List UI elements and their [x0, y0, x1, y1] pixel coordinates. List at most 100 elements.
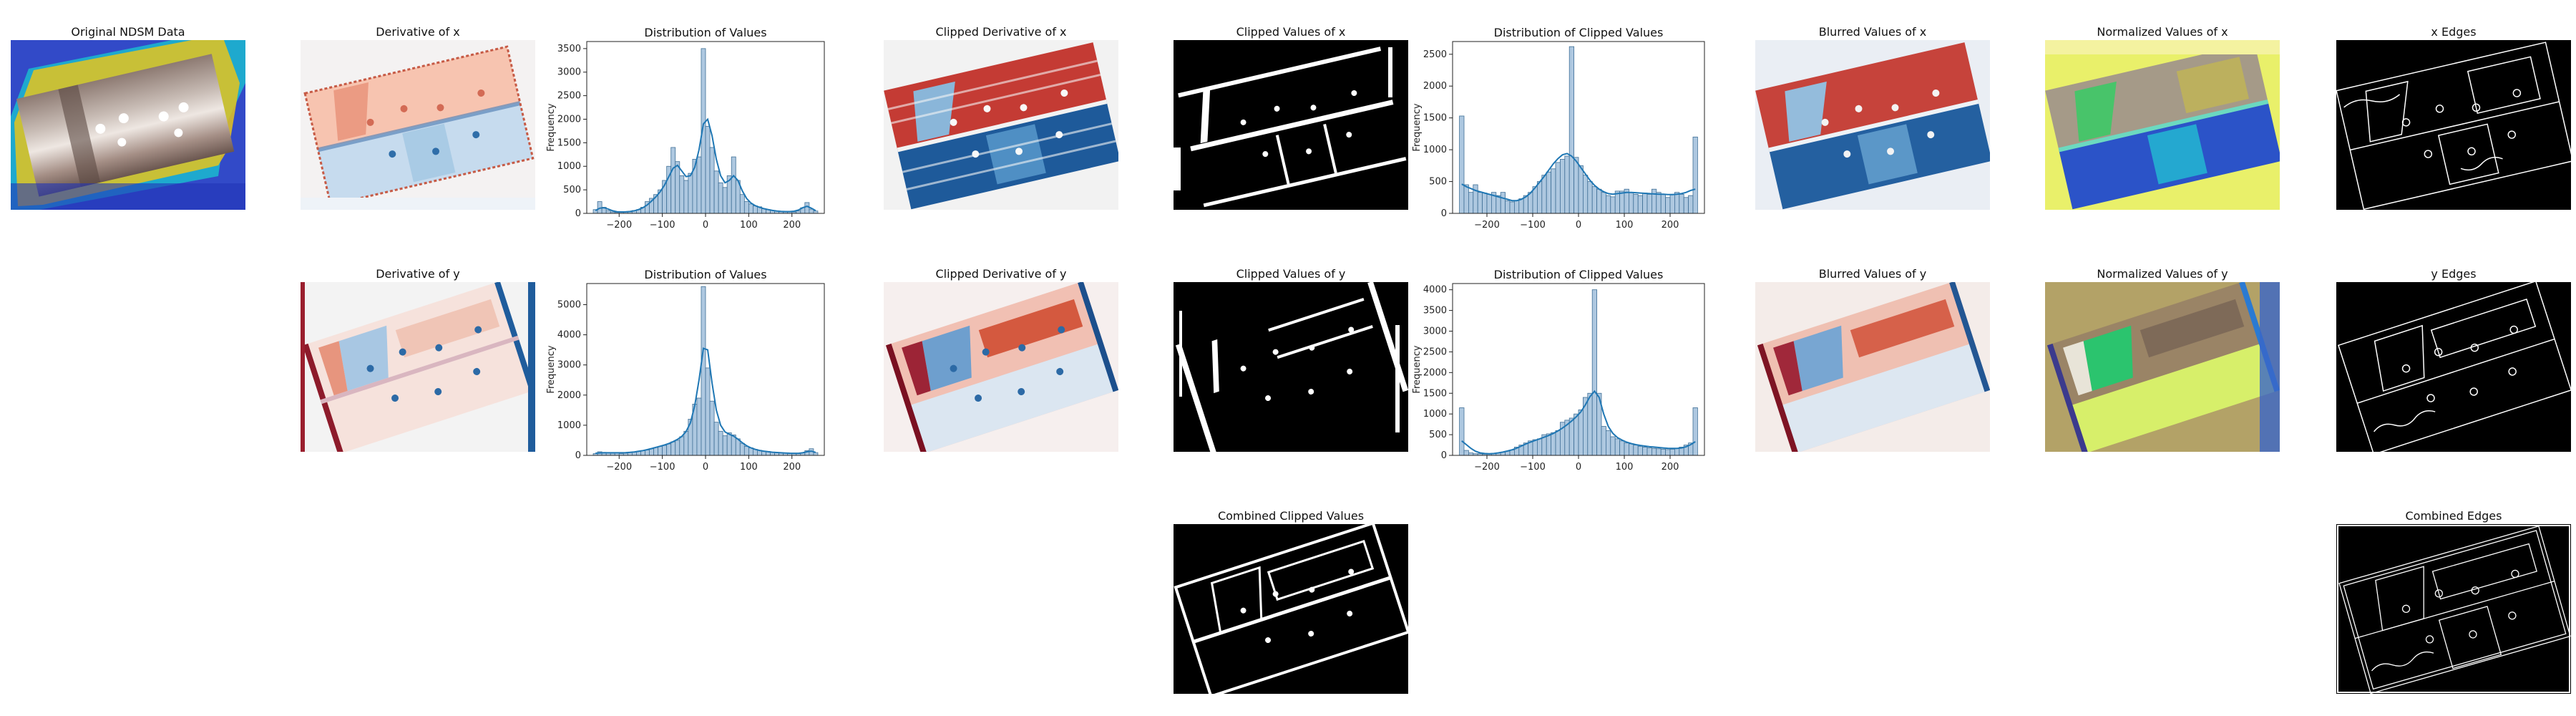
y-tick-label: 3000 — [1423, 326, 1447, 337]
y-tick-label: 500 — [1429, 430, 1447, 440]
panel-norm-y: Normalized Values of y — [2045, 267, 2280, 452]
y-tick-label: 3500 — [557, 44, 581, 54]
hist-bar — [722, 435, 728, 456]
hist-bar — [1463, 184, 1469, 214]
y-tick-label: 2500 — [1423, 347, 1447, 357]
y-tick-label: 3000 — [557, 360, 581, 371]
panel-title: Derivative of y — [376, 267, 460, 281]
hist-bar — [739, 194, 745, 214]
chart-title: Distribution of Clipped Values — [1494, 26, 1664, 39]
kde-line — [595, 117, 816, 213]
panel-combined-edges: Combined Edges — [2336, 509, 2571, 694]
x-tick-label: −200 — [1474, 462, 1500, 473]
hist-bar — [696, 397, 702, 456]
hist-bar — [1646, 193, 1652, 214]
hist-bar — [1528, 192, 1533, 214]
hist-bar — [1574, 413, 1579, 456]
x-tick-label: 200 — [1662, 220, 1679, 231]
hist-bar — [1463, 450, 1469, 456]
hist-bar — [1505, 200, 1511, 214]
y-tick-label: 0 — [1441, 208, 1447, 219]
hist-bar — [1509, 201, 1515, 214]
hist-bar — [1578, 409, 1584, 456]
hist-bar — [1591, 289, 1597, 456]
x-tick-label: 0 — [703, 462, 708, 473]
panel-combined-clip: Combined Clipped Values — [1174, 509, 1408, 694]
panel-title: Original NDSM Data — [71, 25, 185, 39]
edges-x-image — [2336, 40, 2571, 210]
y-tick-label: 500 — [1429, 177, 1447, 188]
y-tick-label: 1000 — [1423, 409, 1447, 420]
hist-bar — [645, 450, 650, 456]
y-tick-label: 0 — [1441, 450, 1447, 461]
chart-title: Distribution of Values — [644, 26, 766, 39]
panel-title: Clipped Derivative of x — [935, 25, 1067, 39]
panel-title: Combined Clipped Values — [1217, 509, 1365, 523]
hist-bar — [1679, 193, 1684, 214]
hist-bar — [1518, 198, 1524, 214]
y-tick-label: 2000 — [1423, 81, 1447, 92]
panel-title: Normalized Values of y — [2097, 267, 2228, 281]
hist-bar — [1496, 195, 1501, 214]
hist-bar — [1669, 193, 1675, 214]
hist-bar — [1482, 193, 1488, 214]
deriv-y-image — [301, 282, 535, 452]
deriv-x-image — [301, 40, 535, 210]
histogram-deriv-y: Distribution of Values −200 −100 0 100 200 0 10… — [544, 268, 830, 477]
panel-blur-x: Blurred Values of x — [1755, 25, 1990, 210]
hist-bar — [1642, 193, 1648, 214]
x-tick-label: −100 — [1520, 462, 1546, 473]
hist-bar — [649, 448, 654, 456]
hist-bar — [1486, 193, 1492, 214]
hist-bar — [713, 170, 719, 214]
hist-bar — [1578, 165, 1584, 214]
hist-bar — [605, 210, 611, 214]
panel-title: y Edges — [2431, 267, 2477, 281]
hist-bar — [743, 445, 749, 456]
panel-title: Clipped Derivative of y — [935, 267, 1067, 281]
x-tick-label: −100 — [1520, 220, 1546, 231]
x-tick-label: 100 — [740, 462, 758, 473]
hist-2-svg: Distribution of Clipped Values −200 −100 0 1… — [1412, 26, 1705, 231]
hist-bar — [1555, 430, 1561, 456]
x-axis: −200 −100 0 100 200 — [1474, 213, 1679, 231]
y-tick-label: 1000 — [1423, 145, 1447, 155]
hist-bar — [688, 173, 693, 214]
hist-bar — [1582, 175, 1589, 214]
hist-bar — [718, 430, 723, 456]
hist-bar — [662, 445, 668, 456]
clip-vals-y-image — [1174, 282, 1408, 452]
panel-title: Blurred Values of x — [1818, 25, 1927, 39]
kde-line — [595, 347, 816, 455]
x-tick-label: −200 — [606, 462, 632, 473]
panel-edges-y: y Edges — [2336, 267, 2571, 452]
x-tick-label: 0 — [1576, 462, 1581, 473]
y-tick-label: 1000 — [557, 161, 581, 172]
panel-edges-x: x Edges — [2336, 25, 2571, 210]
hist-bar — [1601, 192, 1606, 214]
hist-4-svg: Distribution of Clipped Values −200 −100 0 1… — [1412, 268, 1705, 473]
panel-ndsm: Original NDSM Data — [11, 25, 245, 210]
hist-bar — [739, 442, 745, 456]
histogram-deriv-x: Distribution of Values −200 −100 0 100 200 0 50… — [544, 26, 830, 235]
y-tick-label: 1500 — [557, 137, 581, 148]
clip-vals-x-image — [1174, 40, 1408, 210]
hist-bar — [1546, 171, 1551, 214]
y-tick-label: 1500 — [1423, 113, 1447, 124]
hist-bar — [679, 175, 685, 214]
ndsm-image — [11, 40, 245, 210]
x-tick-label: −100 — [650, 462, 675, 473]
hist-bar — [1660, 193, 1667, 214]
x-tick-label: 200 — [783, 220, 801, 231]
hist-bar — [1642, 447, 1648, 456]
hist-bar — [1656, 192, 1662, 214]
panel-title: Clipped Values of x — [1236, 25, 1346, 39]
hist-bar — [683, 430, 689, 456]
y-tick-label: 5000 — [557, 299, 581, 310]
combined-clip-image — [1174, 524, 1408, 694]
clip-deriv-x-image — [884, 40, 1118, 210]
y-tick-label: 1000 — [557, 420, 581, 431]
hist-bar — [696, 156, 702, 214]
edges-y-image — [2336, 282, 2571, 452]
hist-bar — [713, 422, 719, 456]
